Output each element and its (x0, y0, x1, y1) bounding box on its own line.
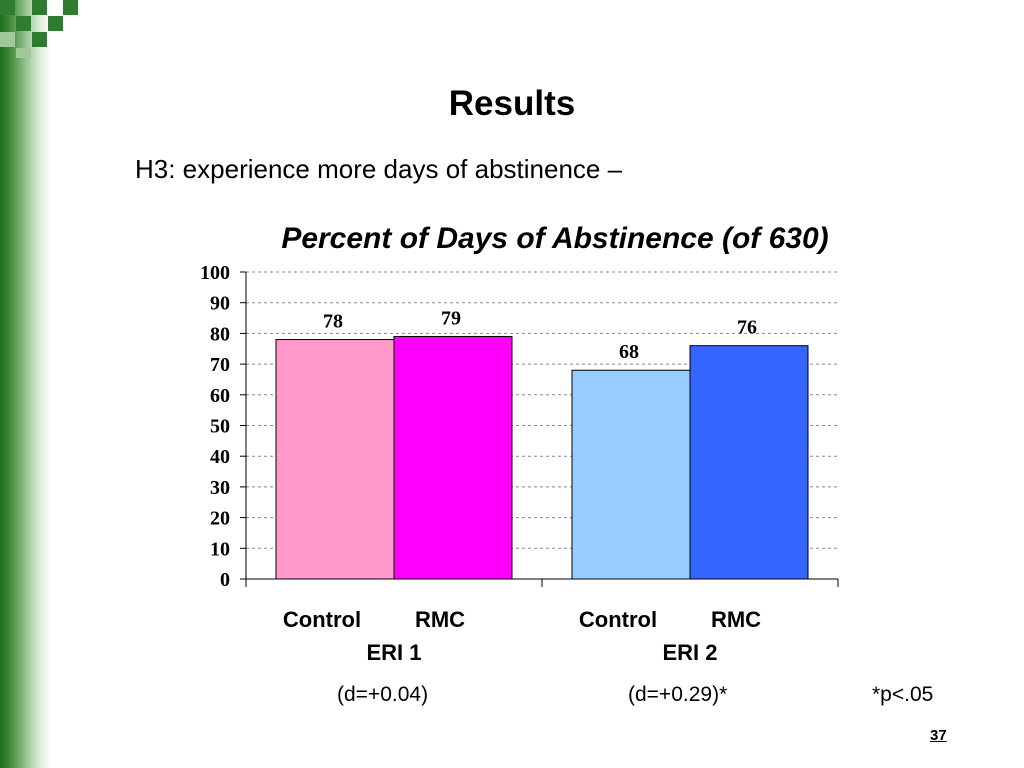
y-tick-label: 70 (210, 354, 230, 376)
data-label: 79 (441, 307, 461, 329)
effect-size-eri1: (d=+0.04) (337, 683, 429, 706)
page-number: 37 (930, 727, 947, 744)
y-tick-label: 60 (210, 385, 230, 407)
x-category-label: Control (283, 607, 361, 632)
decorative-side-bar (0, 0, 50, 768)
chart-title: Percent of Days of Abstinence (of 630) (281, 222, 829, 255)
slide-title: Results (448, 84, 576, 123)
bar (689, 345, 809, 580)
y-tick-label: 40 (210, 446, 230, 468)
y-tick-label: 20 (210, 508, 230, 530)
data-label: 76 (737, 317, 757, 339)
bar (571, 369, 691, 580)
bar (275, 339, 395, 580)
x-group-label: ERI 2 (662, 640, 717, 665)
data-label: 78 (323, 311, 343, 333)
y-tick-label: 90 (210, 293, 230, 315)
effect-size-eri2: (d=+0.29)* (628, 683, 728, 706)
significance-footnote: *p<.05 (872, 683, 934, 706)
checkmark-logo-icon (0, 0, 80, 60)
x-category-label: Control (579, 607, 657, 632)
y-tick-label: 0 (220, 569, 230, 591)
data-label: 68 (619, 341, 639, 363)
x-category-label: RMC (415, 607, 465, 632)
y-tick-label: 50 (210, 416, 230, 438)
y-tick-label: 30 (210, 477, 230, 499)
x-group-label: ERI 1 (366, 640, 421, 665)
y-tick-label: 10 (210, 538, 230, 560)
y-tick-label: 80 (210, 323, 230, 345)
bar (393, 335, 513, 580)
x-category-label: RMC (711, 607, 761, 632)
slide-subtitle: H3: experience more days of abstinence – (135, 154, 623, 184)
y-tick-label: 100 (200, 262, 230, 284)
